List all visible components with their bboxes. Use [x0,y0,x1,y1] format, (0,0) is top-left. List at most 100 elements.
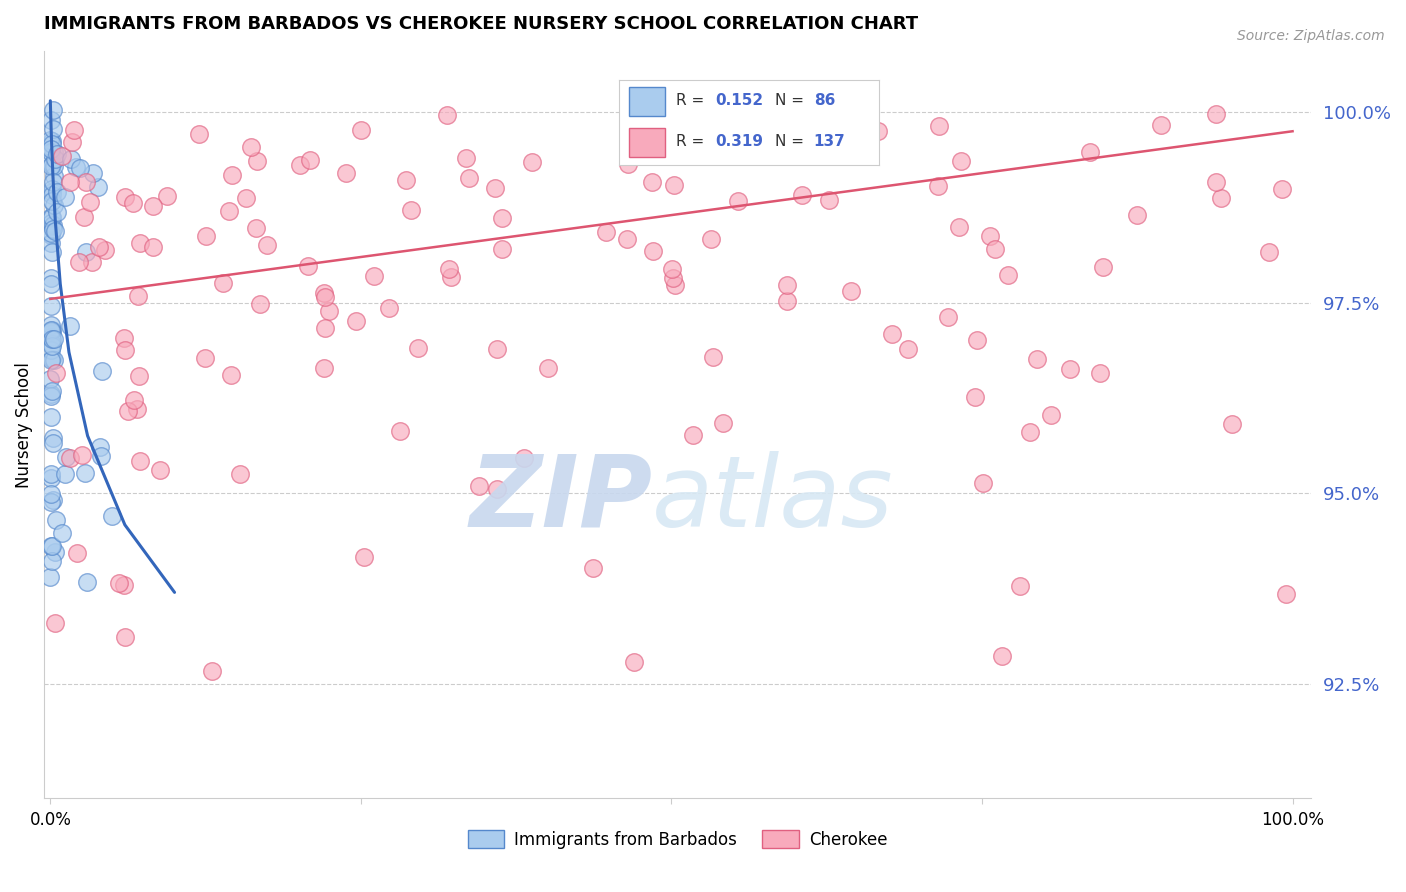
Point [44,145,66,159]
Point [1059,361,1081,376]
Point [44,152,66,166]
Point [67,255,90,269]
Point [39,323,62,337]
Text: N =: N = [775,93,808,108]
Point [59,152,82,166]
Point [1150,118,1173,132]
Point [641,175,664,189]
Text: R =: R = [676,134,709,149]
Point [948,219,970,234]
Point [239,140,262,154]
Point [866,124,889,138]
Point [245,220,267,235]
Text: IMMIGRANTS FROM BARBADOS VS CHEROKEE NURSERY SCHOOL CORRELATION CHART: IMMIGRANTS FROM BARBADOS VS CHEROKEE NUR… [44,15,918,33]
Point [353,549,375,564]
Point [58,318,80,333]
Point [41,554,63,568]
Point [41,326,63,341]
Point [39,211,62,225]
Point [41,181,63,195]
Point [984,242,1007,256]
Point [42,103,65,117]
Text: Source: ZipAtlas.com: Source: ZipAtlas.com [1237,29,1385,44]
Point [41,332,63,346]
Point [41,339,63,353]
Point [406,341,429,355]
Point [212,276,235,290]
Point [39,145,62,160]
Point [928,119,950,133]
Point [41,159,63,173]
Point [45,204,67,219]
Point [51,526,73,541]
Point [41,384,63,398]
Point [42,435,65,450]
Point [363,269,385,284]
Point [314,321,336,335]
Point [87,179,110,194]
Point [129,453,152,467]
Point [682,428,704,442]
Point [661,270,683,285]
Point [69,161,91,176]
Point [44,224,66,238]
Point [42,492,65,507]
Point [621,100,644,114]
Point [194,351,217,365]
Point [439,269,461,284]
Text: 86: 86 [814,93,835,108]
Point [39,467,62,481]
Point [44,353,66,368]
Point [776,277,799,292]
Point [89,240,111,254]
Point [45,366,67,380]
Point [194,229,217,244]
Point [314,290,336,304]
Point [75,245,97,260]
Point [39,487,62,501]
Point [129,236,152,251]
Point [42,431,65,445]
Point [1090,366,1112,380]
Point [1205,107,1227,121]
Point [75,175,97,189]
Point [456,151,478,165]
Y-axis label: Nursery School: Nursery School [15,362,32,488]
Point [39,277,62,292]
Point [46,147,69,161]
Point [142,199,165,213]
Point [1274,587,1296,601]
Point [39,372,62,386]
Point [711,416,734,430]
Point [997,268,1019,283]
Point [1211,191,1233,205]
Point [39,133,62,147]
Point [626,114,648,128]
Point [39,299,62,313]
Text: 137: 137 [814,134,845,149]
Point [491,211,513,226]
Text: N =: N = [775,134,808,149]
Point [156,188,179,202]
Point [39,471,62,485]
Point [59,451,82,466]
Point [484,181,506,195]
Point [41,318,63,333]
Point [41,325,63,339]
Point [90,449,112,463]
Point [41,539,63,553]
Point [896,343,918,357]
Point [219,368,242,382]
Point [312,361,335,376]
Point [53,467,76,482]
Point [39,388,62,402]
Point [41,210,63,224]
Point [39,570,62,584]
Point [93,243,115,257]
Point [1092,260,1115,275]
Text: ZIP: ZIP [470,450,652,548]
Point [314,285,336,300]
Point [664,278,686,293]
Point [114,189,136,203]
Point [927,179,949,194]
